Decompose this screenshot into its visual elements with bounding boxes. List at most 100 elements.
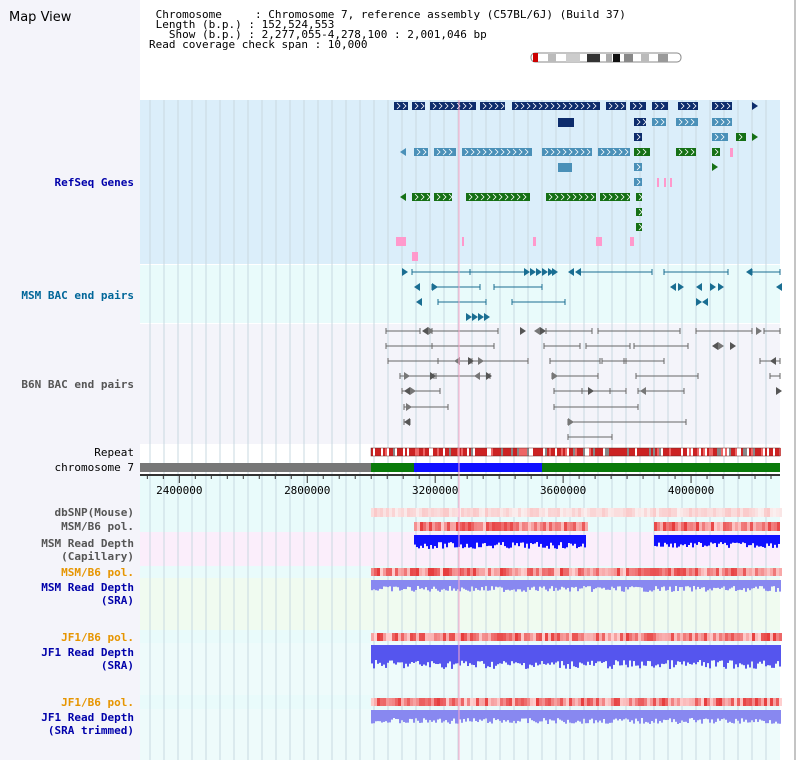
msm-sra-depth-bar [505,580,507,590]
jf1-trim-depth-bar [515,710,517,724]
end-marker [428,327,434,335]
jf1-sra-depth-bar [691,645,693,665]
pol-cell [437,698,440,706]
repeat-segment [423,448,425,456]
label-msm-depth-capillary[interactable]: MSM Read Depth (Capillary) [41,537,134,563]
dbsnp-cell [566,508,569,517]
msm-sra-depth-bar [737,580,739,591]
label-jf1-b6-pol-1[interactable]: JF1/B6 pol. [61,631,134,644]
pol-cell [392,633,395,641]
jf1-sra-depth-bar [425,645,427,666]
repeat-segment [627,448,629,456]
pol-cell [576,522,579,531]
label-msm-depth-sra[interactable]: MSM Read Depth (SRA) [41,581,134,607]
repeat-segment [473,448,475,456]
label-repeat[interactable]: Repeat [94,446,134,459]
label-b6n-bac[interactable]: B6N BAC end pairs [21,378,134,391]
gene-feature [430,102,476,110]
pol-cell [371,568,374,576]
bac-end-pair [769,373,781,379]
dbsnp-cell [755,508,758,517]
label-jf1-depth-sra[interactable]: JF1 Read Depth (SRA) [41,646,134,672]
repeat-segment [401,448,403,456]
label-refseq-genes[interactable]: RefSeq Genes [54,176,134,189]
pol-cell [506,698,509,706]
repeat-segment [527,448,529,456]
msm-cap-depth-bar [742,535,744,543]
pol-cell [479,698,482,706]
label-msm-b6-pol-1[interactable]: MSM/B6 pol. [61,520,134,533]
jf1-sra-depth-bar [453,645,455,665]
label-dbsnp[interactable]: dbSNP(Mouse) [54,506,134,519]
end-marker [542,268,548,276]
jf1-sra-depth-bar [647,645,649,661]
repeat-segment [485,448,487,456]
pol-cell [756,522,759,531]
jf1-trim-depth-bar [555,710,557,724]
repeat-segment [453,448,455,456]
jf1-trim-depth-bar [433,710,435,721]
label-msm-bac[interactable]: MSM BAC end pairs [21,289,134,302]
gene-feature [466,193,530,201]
msm-sra-depth-bar [497,580,499,588]
pol-cell [665,568,668,576]
strand-arrow [636,133,641,141]
jf1-trim-depth-bar [535,710,537,723]
end-marker [540,327,546,335]
pol-cell [584,568,587,576]
pol-cell [555,522,558,531]
repeat-segment [501,448,503,456]
pol-cell [536,698,539,706]
msm-sra-depth-bar [597,580,599,588]
label-jf1-depth-trimmed[interactable]: JF1 Read Depth (SRA trimmed) [41,711,134,737]
jf1-trim-depth-bar [559,710,561,720]
msm-sra-depth-bar [581,580,583,589]
pol-cell [752,568,755,576]
jf1-trim-depth-bar [377,710,379,722]
dbsnp-cell [512,508,515,517]
pol-cell [647,568,650,576]
jf1-sra-depth-bar [725,645,727,669]
msm-sra-depth-bar [533,580,535,587]
jf1-trim-depth-bar [591,710,593,719]
repeat-segment [505,448,507,456]
pol-cell [593,568,596,576]
jf1-trim-depth-bar [423,710,425,719]
pol-cell [623,633,626,641]
end-marker [404,372,410,380]
msm-sra-depth-bar [425,580,427,588]
pol-cell [482,568,485,576]
end-marker [406,403,412,411]
strand-arrow [448,193,453,201]
label-chromosome[interactable]: chromosome 7 [54,461,134,474]
feature-tracks[interactable] [140,102,782,724]
chromosome-ideogram[interactable] [530,52,682,63]
jf1-trim-depth-bar [645,710,647,722]
msm-sra-depth-bar [573,580,575,588]
pol-cell [566,633,569,641]
pol-cell [554,698,557,706]
msm-sra-depth-bar [613,580,615,589]
jf1-trim-depth-bar [505,710,507,722]
jf1-sra-depth-bar [413,645,415,663]
strand-arrow [600,148,605,156]
label-msm-b6-pol-2[interactable]: MSM/B6 pol. [61,566,134,579]
jf1-trim-depth-bar [387,710,389,723]
dbsnp-cell [593,508,596,517]
label-jf1-b6-pol-2[interactable]: JF1/B6 pol. [61,696,134,709]
repeat-segment [735,448,737,456]
jf1-trim-depth-bar [757,710,759,722]
jf1-trim-depth-bar [641,710,643,719]
repeat-segment [435,448,437,456]
msm-cap-depth-bar [688,535,690,546]
msm-cap-depth-bar [524,535,526,548]
msm-sra-depth-bar [775,580,777,592]
msm-sra-depth-bar [375,580,377,591]
msm-cap-depth-bar [726,535,728,546]
msm-cap-depth-bar [508,535,510,549]
pol-cell [459,522,462,531]
pol-cell [572,568,575,576]
msm-sra-depth-bar [677,580,679,592]
pol-cell [746,698,749,706]
